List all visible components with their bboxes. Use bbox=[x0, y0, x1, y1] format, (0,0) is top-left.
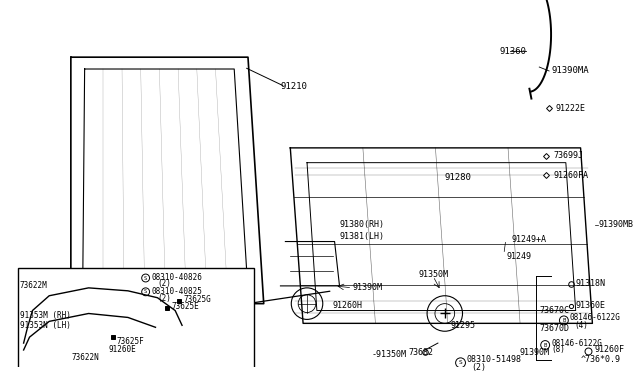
Text: 73622N: 73622N bbox=[72, 353, 100, 362]
Text: 91260H: 91260H bbox=[333, 301, 363, 310]
Text: (2): (2) bbox=[157, 294, 172, 303]
Text: -91350M: -91350M bbox=[372, 350, 407, 359]
Text: 08146-6122G: 08146-6122G bbox=[551, 339, 602, 347]
Text: 73699J: 73699J bbox=[553, 151, 583, 160]
Text: (2): (2) bbox=[157, 279, 172, 288]
Text: 73670D: 73670D bbox=[540, 324, 569, 333]
Text: 91360E: 91360E bbox=[575, 301, 605, 310]
Text: 08146-6122G: 08146-6122G bbox=[570, 313, 621, 322]
Text: S: S bbox=[144, 289, 147, 294]
Text: 91380(RH): 91380(RH) bbox=[339, 220, 385, 229]
Text: 73625F: 73625F bbox=[116, 337, 144, 346]
Text: 91353M (RH): 91353M (RH) bbox=[20, 311, 70, 320]
Text: 73625G: 73625G bbox=[183, 295, 211, 304]
Text: 91390MB: 91390MB bbox=[598, 220, 634, 229]
Text: B: B bbox=[563, 318, 566, 323]
Text: 91295: 91295 bbox=[451, 321, 476, 330]
Text: 73625E: 73625E bbox=[172, 302, 199, 311]
Text: 08310-40825: 08310-40825 bbox=[152, 287, 202, 296]
Text: 73682: 73682 bbox=[408, 349, 433, 357]
Text: 91350M: 91350M bbox=[418, 270, 448, 279]
Text: (4): (4) bbox=[575, 321, 589, 330]
Text: S: S bbox=[144, 276, 147, 280]
Text: 91318N: 91318N bbox=[575, 279, 605, 288]
Text: 91249+A: 91249+A bbox=[512, 235, 547, 244]
Text: 91249: 91249 bbox=[507, 252, 532, 261]
Text: 91390M: 91390M bbox=[352, 283, 382, 292]
Text: 91210: 91210 bbox=[280, 82, 307, 91]
Text: 91360: 91360 bbox=[500, 47, 527, 56]
Text: 91390M: 91390M bbox=[520, 349, 550, 357]
Text: 91260F: 91260F bbox=[595, 346, 625, 355]
Bar bbox=[18, 268, 254, 372]
Text: 91250N: 91250N bbox=[93, 281, 125, 291]
Text: 91222E: 91222E bbox=[556, 104, 586, 113]
Text: 91353N (LH): 91353N (LH) bbox=[20, 321, 70, 330]
Text: 91381(LH): 91381(LH) bbox=[339, 232, 385, 241]
Text: (8): (8) bbox=[551, 346, 565, 355]
Text: B: B bbox=[543, 343, 547, 347]
Text: 08310-51498: 08310-51498 bbox=[467, 355, 522, 364]
Text: (2): (2) bbox=[472, 363, 486, 372]
Text: 73622M: 73622M bbox=[20, 281, 47, 291]
Text: 91260FA: 91260FA bbox=[553, 171, 588, 180]
Text: S: S bbox=[459, 360, 463, 365]
Text: 91260E: 91260E bbox=[108, 346, 136, 355]
Text: 73670C: 73670C bbox=[540, 306, 569, 315]
Text: ^736*0.9: ^736*0.9 bbox=[580, 355, 621, 364]
Text: 91280: 91280 bbox=[445, 173, 472, 182]
Text: 08310-40826: 08310-40826 bbox=[152, 273, 202, 282]
Text: 91390MA: 91390MA bbox=[551, 67, 589, 76]
